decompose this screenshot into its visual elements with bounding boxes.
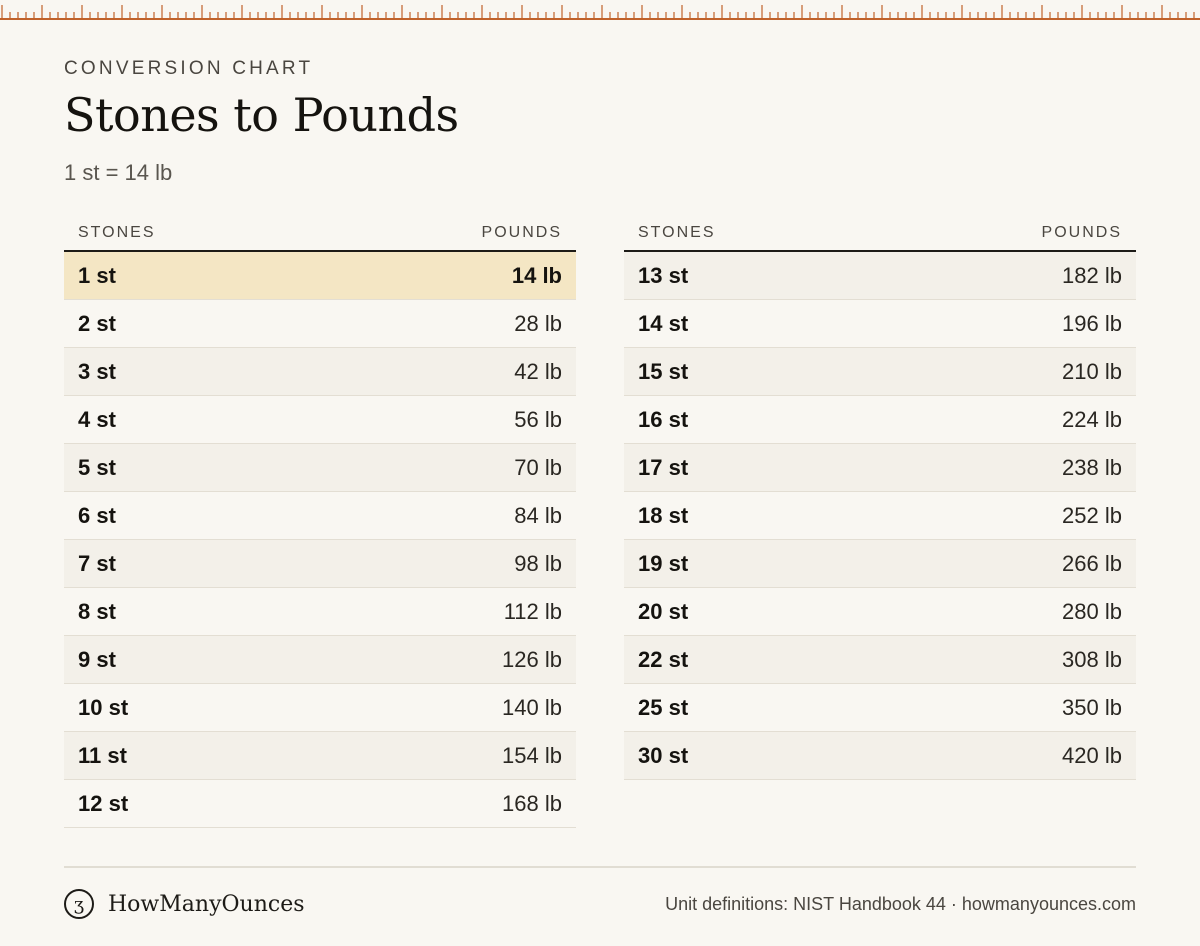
- table-row-highlighted: 1 st 14 lb: [64, 252, 576, 300]
- pounds-value: 196 lb: [1062, 310, 1122, 336]
- eyebrow-label: CONVERSION CHART: [64, 58, 314, 79]
- pounds-value: 280 lb: [1062, 598, 1122, 624]
- source-attribution: Unit definitions: NIST Handbook 44 · how…: [665, 893, 1136, 914]
- pounds-value: 28 lb: [514, 310, 562, 336]
- table-row: 22 st 308 lb: [624, 636, 1136, 684]
- table-row: 8 st 112 lb: [64, 588, 576, 636]
- stones-value: 11 st: [78, 742, 127, 768]
- stones-value: 9 st: [78, 646, 116, 672]
- pounds-column-header: POUNDS: [481, 224, 562, 241]
- stones-value: 15 st: [638, 358, 689, 384]
- pounds-value: 112 lb: [503, 598, 562, 624]
- pounds-value: 14 lb: [511, 262, 562, 288]
- table-row: 3 st 42 lb: [64, 348, 576, 396]
- pounds-value: 238 lb: [1062, 454, 1122, 480]
- stones-value: 6 st: [78, 502, 116, 528]
- pounds-value: 182 lb: [1062, 262, 1122, 288]
- stones-value: 4 st: [78, 406, 116, 432]
- page-title: Stones to Pounds: [64, 88, 459, 142]
- pounds-value: 84 lb: [514, 502, 562, 528]
- pounds-value: 224 lb: [1062, 406, 1122, 432]
- table-header: STONES POUNDS: [64, 216, 576, 252]
- stones-value: 25 st: [638, 694, 689, 720]
- brand-name: HowManyOunces: [108, 891, 305, 917]
- stones-value: 7 st: [78, 550, 116, 576]
- pounds-column-header: POUNDS: [1041, 224, 1122, 241]
- table-body: 1 st 14 lb 2 st 28 lb 3 st 42 lb 4 st 56 lb 5 st…: [64, 252, 576, 828]
- stones-value: 18 st: [638, 502, 689, 528]
- conversion-table-left: STONES POUNDS 1 st 14 lb 2 st 28 lb 3 st 42 l…: [64, 216, 576, 828]
- table-row: 2 st 28 lb: [64, 300, 576, 348]
- pounds-value: 154 lb: [502, 742, 562, 768]
- pounds-value: 70 lb: [514, 454, 562, 480]
- stones-value: 14 st: [638, 310, 689, 336]
- footer-divider: [64, 866, 1136, 868]
- pounds-value: 266 lb: [1062, 550, 1122, 576]
- stones-value: 22 st: [638, 646, 689, 672]
- pounds-value: 56 lb: [514, 406, 562, 432]
- stones-value: 3 st: [78, 358, 116, 384]
- pounds-value: 350 lb: [1062, 694, 1122, 720]
- table-row: 16 st 224 lb: [624, 396, 1136, 444]
- table-body: 13 st 182 lb 14 st 196 lb 15 st 210 lb 16 st 22…: [624, 252, 1136, 780]
- stones-value: 20 st: [638, 598, 689, 624]
- pounds-value: 308 lb: [1062, 646, 1122, 672]
- pounds-value: 210 lb: [1062, 358, 1122, 384]
- stones-value: 1 st: [78, 262, 116, 288]
- stones-value: 5 st: [78, 454, 116, 480]
- table-row: 13 st 182 lb: [624, 252, 1136, 300]
- table-row: 12 st 168 lb: [64, 780, 576, 828]
- stones-value: 19 st: [638, 550, 689, 576]
- table-header: STONES POUNDS: [624, 216, 1136, 252]
- stones-value: 12 st: [78, 790, 129, 816]
- pounds-value: 252 lb: [1062, 502, 1122, 528]
- stones-column-header: STONES: [638, 224, 716, 241]
- table-row: 17 st 238 lb: [624, 444, 1136, 492]
- pounds-value: 98 lb: [514, 550, 562, 576]
- pounds-value: 168 lb: [502, 790, 562, 816]
- table-row: 19 st 266 lb: [624, 540, 1136, 588]
- footer: ʒ HowManyOunces Unit definitions: NIST H…: [64, 884, 1136, 924]
- brand[interactable]: ʒ HowManyOunces: [64, 889, 305, 919]
- stones-value: 16 st: [638, 406, 689, 432]
- table-row: 15 st 210 lb: [624, 348, 1136, 396]
- ruler-decoration: [0, 0, 1200, 22]
- stones-value: 2 st: [78, 310, 116, 336]
- conversion-formula: 1 st = 14 lb: [64, 160, 173, 185]
- table-row: 20 st 280 lb: [624, 588, 1136, 636]
- pounds-value: 42 lb: [514, 358, 562, 384]
- table-row: 6 st 84 lb: [64, 492, 576, 540]
- ounce-glyph-icon: ʒ: [64, 889, 94, 919]
- table-row: 14 st 196 lb: [624, 300, 1136, 348]
- stones-value: 8 st: [78, 598, 116, 624]
- table-row: 30 st 420 lb: [624, 732, 1136, 780]
- stones-value: 13 st: [638, 262, 689, 288]
- conversion-table-right: STONES POUNDS 13 st 182 lb 14 st 196 lb 15 s…: [624, 216, 1136, 780]
- stones-column-header: STONES: [78, 224, 156, 241]
- table-row: 10 st 140 lb: [64, 684, 576, 732]
- table-row: 5 st 70 lb: [64, 444, 576, 492]
- table-row: 9 st 126 lb: [64, 636, 576, 684]
- table-row: 7 st 98 lb: [64, 540, 576, 588]
- stones-value: 17 st: [638, 454, 689, 480]
- table-row: 18 st 252 lb: [624, 492, 1136, 540]
- pounds-value: 420 lb: [1062, 742, 1122, 768]
- ruler-ticks: [0, 5, 1200, 20]
- table-row: 4 st 56 lb: [64, 396, 576, 444]
- table-row: 25 st 350 lb: [624, 684, 1136, 732]
- pounds-value: 140 lb: [502, 694, 562, 720]
- stones-value: 10 st: [78, 694, 129, 720]
- pounds-value: 126 lb: [502, 646, 562, 672]
- table-row: 11 st 154 lb: [64, 732, 576, 780]
- stones-value: 30 st: [638, 742, 689, 768]
